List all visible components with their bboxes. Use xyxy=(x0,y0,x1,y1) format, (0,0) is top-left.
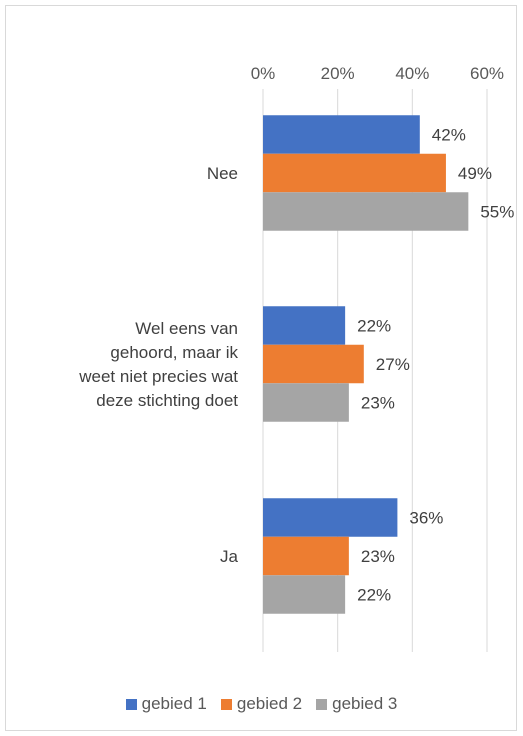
bar xyxy=(263,153,446,193)
chart-area xyxy=(5,5,517,731)
category-labels: Nee Wel eens van gehoord, maar ik weet niet… xyxy=(78,164,238,566)
data-labels: 42% 49% 55% 22% 27% 23% 36% 23% 22% xyxy=(357,126,514,605)
legend-swatch xyxy=(125,698,137,710)
category-label: Ja xyxy=(220,547,239,566)
bars xyxy=(263,115,469,614)
tick-label: 40% xyxy=(395,64,429,83)
legend-item: gebied 3 xyxy=(316,694,397,714)
category-label-line: Nee xyxy=(207,164,238,183)
category-label-line: deze stichting doet xyxy=(96,391,238,410)
category-label-line: gehoord, maar ik xyxy=(110,343,238,362)
bar xyxy=(263,536,349,576)
tick-label: 60% xyxy=(470,64,504,83)
legend-swatch xyxy=(220,698,232,710)
tick-label: 20% xyxy=(321,64,355,83)
legend-label: gebied 2 xyxy=(236,694,303,713)
category-label-line: Wel eens van xyxy=(135,319,238,338)
bar xyxy=(263,344,364,384)
data-label: 55% xyxy=(480,203,514,222)
bar xyxy=(263,115,420,154)
data-label: 49% xyxy=(458,164,492,183)
data-label: 27% xyxy=(376,355,410,374)
legend-label: gebied 1 xyxy=(141,694,207,713)
data-label: 42% xyxy=(432,126,466,145)
bar xyxy=(263,383,349,422)
data-label: 22% xyxy=(357,317,391,336)
bar xyxy=(263,306,346,345)
category-label-line: Ja xyxy=(220,547,239,566)
legend-label: gebied 3 xyxy=(332,694,398,713)
category-label: Nee xyxy=(207,164,238,183)
legend-swatch xyxy=(316,698,328,710)
data-label: 23% xyxy=(361,394,395,413)
data-label: 22% xyxy=(357,586,391,605)
legend: gebied 1 gebied 2 gebied 3 xyxy=(0,692,523,716)
axis-tick-labels: 0% 20% 40% 60% xyxy=(251,64,504,83)
bar xyxy=(263,192,469,231)
data-label: 23% xyxy=(361,547,395,566)
bar xyxy=(263,575,346,614)
data-label: 36% xyxy=(409,509,443,528)
legend-item: gebied 2 xyxy=(220,694,303,714)
tick-label: 0% xyxy=(251,64,276,83)
legend-item: gebied 1 xyxy=(125,694,207,714)
category-label-line: weet niet precies wat xyxy=(78,367,238,386)
category-label: Wel eens van gehoord, maar ik weet niet pr… xyxy=(78,319,238,410)
bar xyxy=(263,498,398,537)
